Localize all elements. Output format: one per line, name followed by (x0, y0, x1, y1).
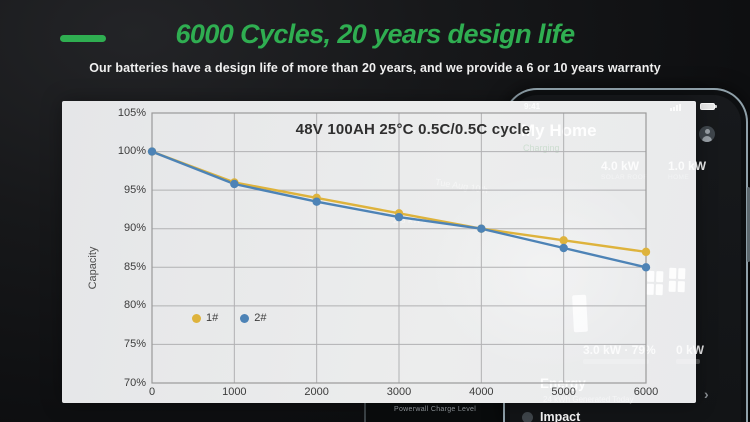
impact-label: Impact (540, 410, 581, 422)
x-tick: 0 (148, 386, 156, 398)
avatar-body-icon (702, 135, 712, 142)
chevron-right-icon: › (704, 386, 709, 402)
x-tick: 5000 (551, 386, 576, 398)
y-tick: 75% (123, 337, 146, 350)
impact-icon (522, 411, 533, 422)
legend-item-1: 1# (192, 312, 218, 324)
legend-label: 2# (254, 312, 267, 324)
x-tick: 4000 (469, 386, 494, 398)
page-title: 6000 Cycles, 20 years design life (175, 19, 576, 49)
avatar (699, 126, 715, 142)
phone-side-button (747, 187, 750, 262)
y-axis-label: Capacity (87, 246, 99, 290)
y-tick: 80% (123, 299, 146, 312)
y-tick: 70% (123, 376, 146, 389)
battery-icon (700, 103, 717, 110)
x-tick: 2000 (304, 386, 329, 398)
legend-dot (192, 313, 201, 323)
x-tick: 3000 (386, 386, 412, 398)
legend-label: 1# (206, 312, 219, 324)
y-tick: 95% (123, 183, 146, 196)
avatar-head-icon (704, 129, 710, 134)
title-accent-dash (60, 35, 106, 42)
x-tick: 1000 (222, 386, 247, 398)
legend-dot (240, 313, 250, 323)
y-tick: 105% (117, 106, 146, 119)
impact-row: Impact (522, 410, 580, 422)
battery-nub-icon (715, 105, 717, 108)
capacity-chart-panel: 9:41 My Home Charging 4.0 kW SOLAR ROOF … (62, 101, 706, 404)
powerwall-charge-label: Powerwall Charge Level (394, 406, 477, 413)
chart-annotation: 48V 100AH 25°C 0.5C/0.5C cycle (295, 121, 531, 138)
y-tick: 100% (117, 145, 146, 158)
y-tick: 85% (123, 260, 146, 273)
legend-item-2: 2# (240, 312, 267, 324)
page-subtitle: Our batteries have a design life of more… (89, 61, 661, 75)
chart-legend: 1# 2# (192, 312, 267, 324)
y-tick: 90% (123, 222, 146, 235)
chart-plot (147, 112, 651, 384)
x-tick: 6000 (633, 386, 659, 398)
